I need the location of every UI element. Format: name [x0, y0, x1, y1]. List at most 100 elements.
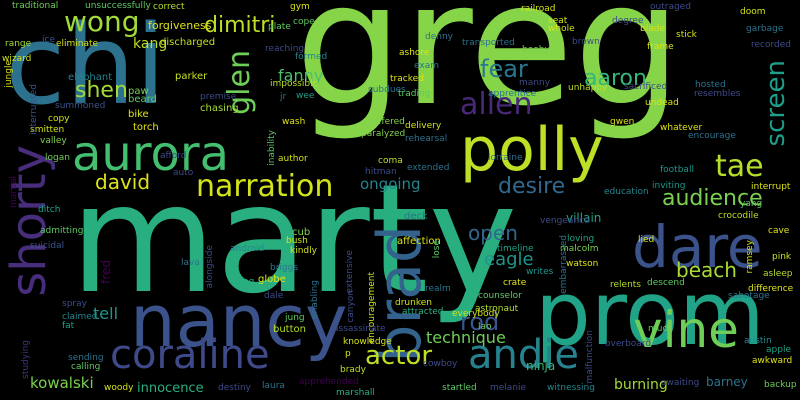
- word-david: david: [95, 170, 151, 194]
- word-beard: beard: [128, 94, 157, 105]
- word-unsuccessfully: unsuccessfully: [85, 1, 151, 11]
- word-melanie: melanie: [490, 383, 527, 393]
- word-discharged: discharged: [160, 37, 216, 48]
- word-astronaut: astronaut: [475, 304, 519, 314]
- word-degree: degree: [612, 16, 644, 26]
- word-alongside: alongside: [205, 245, 215, 289]
- word-whatever: whatever: [660, 123, 703, 133]
- word-tae: tae: [715, 149, 764, 184]
- word-cave: cave: [768, 226, 790, 236]
- word-hitman: hitman: [365, 167, 397, 177]
- word-awaiting: awaiting: [661, 378, 700, 388]
- word-paw: paw: [128, 86, 149, 97]
- word-awkward: awkward: [752, 356, 793, 366]
- word-button: button: [273, 324, 306, 335]
- word-summoned: summoned: [55, 101, 106, 111]
- word-ninja: ninja: [526, 359, 556, 373]
- word-subdues: subdues: [368, 85, 406, 95]
- word-ashore: ashore: [399, 48, 430, 58]
- word-cope: cope: [293, 17, 315, 27]
- word-overboard: overboard: [605, 339, 652, 349]
- word-torch: torch: [133, 122, 159, 133]
- word-attracted: attracted: [402, 307, 444, 317]
- word-watson: watson: [566, 259, 599, 269]
- word-loving: loving: [567, 234, 595, 244]
- word-burning: burning: [614, 377, 668, 393]
- word-kang: kang: [133, 36, 168, 52]
- word-difference: difference: [748, 284, 794, 294]
- word-tell: tell: [93, 304, 119, 323]
- word-fanny: fanny: [278, 66, 324, 85]
- word-embarrassed: embarrassed: [559, 235, 569, 294]
- word-enabling: enabling: [310, 280, 320, 319]
- word-open: open: [468, 221, 518, 245]
- word-extended: extended: [407, 163, 450, 173]
- word-logan: logan: [45, 153, 70, 163]
- word-allen: allen: [460, 87, 533, 122]
- word-polly: polly: [460, 115, 604, 185]
- word-audience: audience: [662, 186, 763, 211]
- word-prom: prom: [535, 262, 765, 365]
- word-smitten: smitten: [30, 125, 65, 135]
- word-ramsey: ramsey: [745, 240, 755, 274]
- word-football: football: [660, 165, 694, 175]
- word-auto: auto: [173, 168, 194, 178]
- word-ditch: ditch: [38, 205, 61, 215]
- word-kindly: kindly: [290, 246, 317, 256]
- word-valley: valley: [40, 136, 67, 146]
- word-assassinate: assassinate: [333, 324, 386, 334]
- word-marshall: marshall: [336, 388, 375, 398]
- word-startled: startled: [442, 383, 477, 393]
- word-dare: dare: [632, 213, 763, 281]
- word-yang: yang: [740, 199, 763, 209]
- word-lava: lava: [181, 258, 200, 268]
- word-crocodile: crocodile: [718, 211, 759, 221]
- word-mud: mud: [648, 324, 669, 334]
- word-deck: deck: [404, 211, 428, 222]
- word-afford: afford: [160, 151, 187, 161]
- word-admitting: admitting: [40, 226, 84, 236]
- word-hosted: hosted: [695, 80, 726, 90]
- word-jr: jr: [280, 92, 287, 102]
- word-desire: desire: [498, 174, 566, 199]
- word-beach: beach: [676, 258, 737, 282]
- word-shorty: shorty: [1, 145, 57, 297]
- word-brown: brown: [572, 37, 600, 47]
- word-writes: writes: [526, 267, 554, 277]
- word-railroad: railroad: [521, 4, 556, 14]
- word-undead: undead: [645, 98, 679, 108]
- word-interrupted: interrupted: [29, 84, 39, 135]
- word-chasing: chasing: [200, 103, 239, 114]
- word-canyon: canyon: [346, 290, 356, 323]
- word-eagle: eagle: [484, 249, 534, 270]
- word-sacrificed: sacrificed: [624, 82, 668, 92]
- word-wizard: wizard: [2, 54, 32, 64]
- word-bike: bike: [128, 109, 149, 120]
- word-rod: rod: [460, 308, 500, 336]
- word-nancy: nancy: [130, 279, 348, 363]
- word-claimed: claimed: [62, 312, 98, 322]
- word-lose: lose: [432, 240, 442, 259]
- word-fear: fear: [480, 55, 528, 83]
- word-eliminate: eliminate: [56, 39, 99, 49]
- word-cub: cub: [292, 227, 311, 238]
- word-andie: andie: [468, 332, 579, 378]
- word-lorraine: lorraine: [488, 153, 523, 163]
- word-bush: bush: [286, 236, 308, 246]
- word-recorded: recorded: [751, 40, 791, 50]
- word-barney: barney: [706, 375, 748, 389]
- word-woody: woody: [104, 383, 134, 393]
- word-dimitri: dimitri: [204, 13, 276, 38]
- word-premise: premise: [200, 92, 237, 102]
- word-actor: actor: [365, 341, 433, 371]
- word-apple: apple: [766, 345, 791, 355]
- word-sabotage: sabotage: [728, 291, 770, 301]
- word-inability: inability: [267, 130, 277, 166]
- word-gym: gym: [290, 2, 310, 12]
- word-vengeance: vengeance: [540, 216, 590, 226]
- word-wee: wee: [296, 91, 315, 101]
- word-asleep: asleep: [763, 269, 793, 279]
- word-aaron: aaron: [584, 66, 647, 91]
- word-exam: exam: [414, 61, 439, 71]
- word-outraged: outraged: [650, 2, 691, 12]
